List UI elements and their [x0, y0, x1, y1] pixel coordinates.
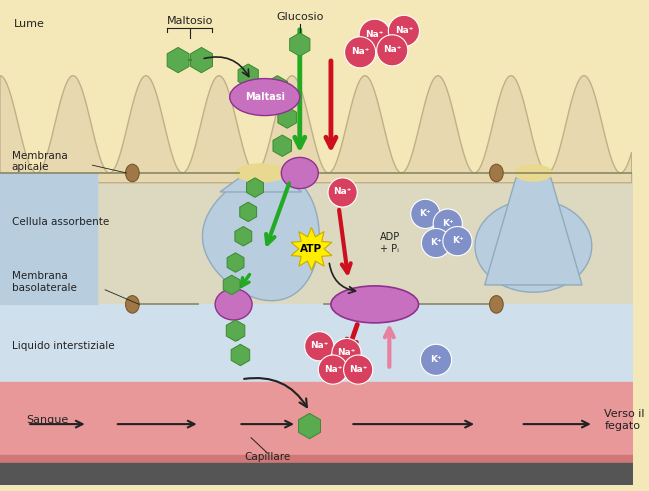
- Polygon shape: [223, 275, 240, 295]
- Polygon shape: [202, 172, 319, 300]
- Ellipse shape: [331, 286, 419, 323]
- Text: K⁺: K⁺: [430, 355, 442, 364]
- Text: Sangue: Sangue: [26, 415, 69, 425]
- Polygon shape: [191, 48, 212, 73]
- Text: Cellula assorbente: Cellula assorbente: [12, 217, 109, 227]
- Circle shape: [328, 178, 357, 207]
- Circle shape: [433, 209, 462, 238]
- Ellipse shape: [489, 164, 503, 182]
- Polygon shape: [291, 227, 332, 271]
- Polygon shape: [247, 178, 263, 197]
- Text: Na⁺: Na⁺: [334, 188, 352, 196]
- Text: K⁺: K⁺: [442, 218, 454, 228]
- Polygon shape: [239, 202, 256, 221]
- Polygon shape: [278, 107, 297, 128]
- Text: Na⁺: Na⁺: [310, 341, 328, 350]
- Text: Na⁺: Na⁺: [349, 365, 367, 374]
- Circle shape: [304, 331, 334, 361]
- Text: Maltasi: Maltasi: [245, 92, 285, 102]
- Text: K⁺: K⁺: [452, 236, 463, 245]
- Text: Na⁺: Na⁺: [365, 30, 384, 39]
- Text: Na⁺: Na⁺: [337, 348, 356, 357]
- Ellipse shape: [215, 289, 252, 320]
- Polygon shape: [227, 253, 244, 273]
- Circle shape: [359, 19, 390, 51]
- Polygon shape: [267, 76, 288, 99]
- Text: Na⁺: Na⁺: [324, 365, 342, 374]
- Text: Glucosio: Glucosio: [276, 12, 323, 22]
- Text: Membrana
basolaterale: Membrana basolaterale: [12, 271, 77, 293]
- Circle shape: [332, 338, 361, 368]
- Circle shape: [421, 228, 450, 258]
- Text: Membrana
apicale: Membrana apicale: [12, 151, 67, 172]
- Polygon shape: [238, 64, 258, 87]
- Text: Verso il
fegato: Verso il fegato: [604, 409, 645, 431]
- Text: Lume: Lume: [14, 19, 45, 29]
- Ellipse shape: [514, 164, 553, 182]
- Text: Na⁺: Na⁺: [351, 47, 369, 56]
- Polygon shape: [485, 178, 582, 285]
- Circle shape: [318, 355, 347, 384]
- Circle shape: [421, 344, 452, 376]
- Polygon shape: [220, 178, 302, 192]
- Polygon shape: [475, 200, 592, 292]
- Polygon shape: [227, 320, 245, 341]
- Text: Maltosio: Maltosio: [167, 16, 213, 26]
- Polygon shape: [299, 413, 321, 438]
- Circle shape: [343, 355, 373, 384]
- Circle shape: [388, 15, 419, 47]
- Circle shape: [376, 35, 408, 66]
- Circle shape: [345, 37, 376, 68]
- Polygon shape: [0, 76, 631, 183]
- Text: K⁺: K⁺: [430, 238, 442, 247]
- Circle shape: [443, 226, 472, 256]
- Text: ADP
+ Pᵢ: ADP + Pᵢ: [380, 232, 400, 254]
- Ellipse shape: [125, 164, 139, 182]
- Polygon shape: [167, 48, 189, 73]
- Text: ATP: ATP: [300, 244, 323, 254]
- Polygon shape: [273, 135, 291, 157]
- Text: Liquido interstiziale: Liquido interstiziale: [12, 341, 114, 351]
- Ellipse shape: [125, 296, 139, 313]
- Text: Na⁺: Na⁺: [395, 26, 413, 35]
- Ellipse shape: [230, 79, 300, 115]
- Text: Capillare: Capillare: [245, 452, 291, 462]
- Text: K⁺: K⁺: [419, 209, 431, 218]
- Ellipse shape: [234, 163, 287, 183]
- Ellipse shape: [489, 296, 503, 313]
- Polygon shape: [289, 33, 310, 56]
- Ellipse shape: [281, 158, 318, 189]
- Polygon shape: [235, 226, 252, 246]
- Circle shape: [411, 199, 440, 228]
- Polygon shape: [231, 344, 250, 366]
- Text: Na⁺: Na⁺: [383, 45, 402, 55]
